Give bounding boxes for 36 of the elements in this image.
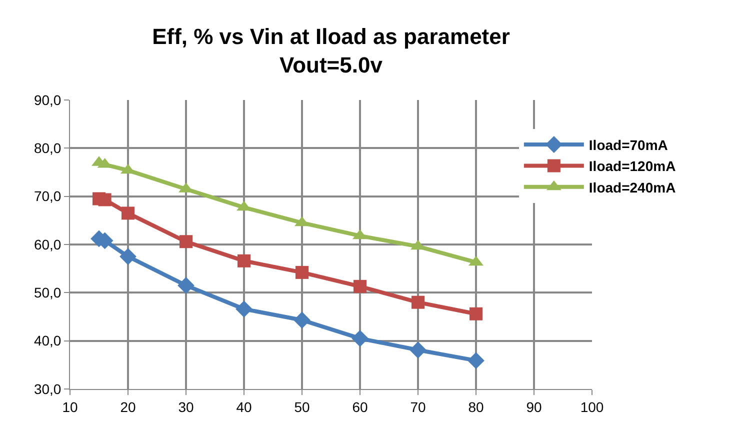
point	[296, 266, 308, 279]
legend-label: Iload=240mA	[588, 179, 676, 196]
x-tick-label: 10	[62, 398, 78, 415]
point	[238, 254, 250, 268]
point	[236, 300, 252, 318]
x-tick-label: 60	[352, 398, 368, 415]
legend-label: Iload=120mA	[588, 158, 676, 174]
x-tick-label: 80	[468, 398, 484, 415]
x-tick-label: 50	[294, 398, 310, 415]
y-tick-label: 80,0	[34, 140, 62, 156]
point	[180, 235, 192, 248]
x-tick-label: 70	[410, 398, 426, 415]
y-tick-label: 30,0	[34, 380, 62, 397]
y-tick-label: 50,0	[34, 284, 62, 301]
x-tick-label: 20	[120, 398, 136, 415]
y-tick-label: 70,0	[34, 188, 62, 204]
x-tick-label: 90	[526, 398, 542, 415]
x-tick-label: 100	[580, 398, 604, 415]
point	[98, 193, 112, 206]
point	[470, 307, 482, 320]
x-tick-label: 30	[178, 398, 194, 415]
point	[412, 296, 424, 309]
point	[178, 276, 194, 294]
x-tick-label: 40	[236, 398, 252, 415]
legend-label: Iload=70mA	[588, 136, 668, 153]
point	[294, 312, 310, 329]
y-tick-label: 90,0	[34, 92, 62, 108]
point	[410, 342, 426, 358]
point	[468, 352, 484, 370]
point	[354, 280, 366, 293]
point	[120, 248, 136, 265]
y-tick-label: 60,0	[34, 236, 62, 252]
point	[122, 206, 134, 220]
point	[352, 330, 368, 347]
y-tick-label: 40,0	[34, 332, 62, 349]
chart-title: Eff, % vs Vin at Iload as parameter Vout=5.0v	[152, 24, 510, 78]
